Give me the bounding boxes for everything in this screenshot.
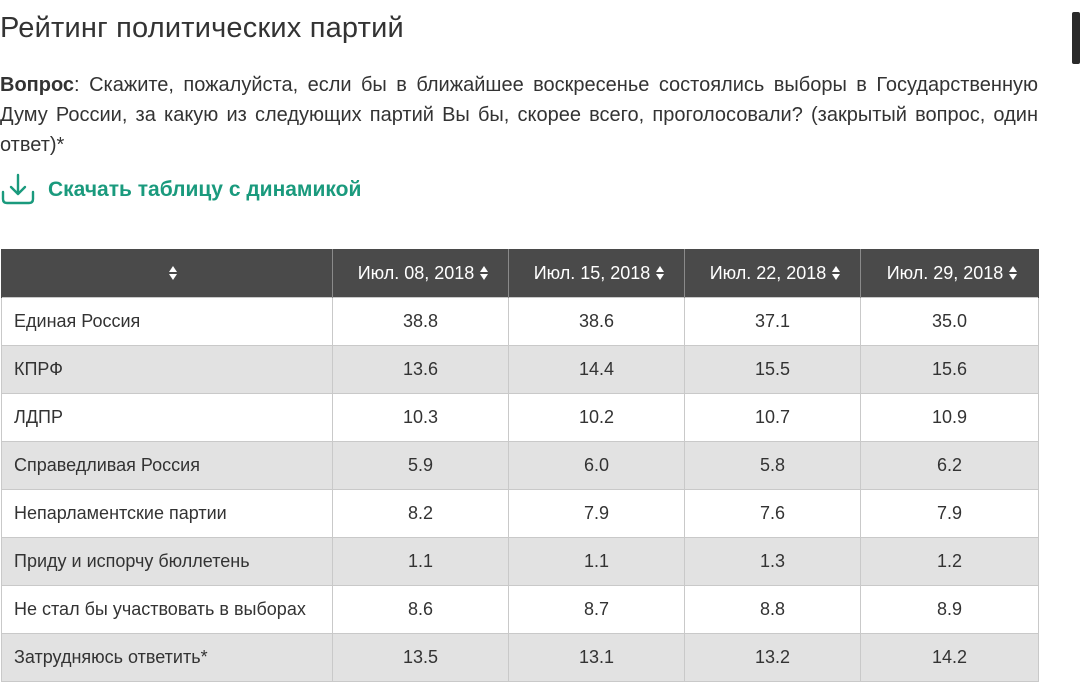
- value-cell: 14.2: [860, 633, 1039, 682]
- question-text-block: Вопрос: Скажите, пожалуйста, если бы в б…: [0, 70, 1038, 160]
- party-name-cell: ЛДПР: [1, 393, 333, 442]
- table-row: ЛДПР 10.3 10.2 10.7 10.9: [1, 393, 1039, 442]
- table-header-row: Июл. 08, 2018 Июл. 15, 2018 Июл. 22, 201…: [1, 249, 1039, 298]
- table-row: Затрудняюсь ответить* 13.5 13.1 13.2 14.…: [1, 633, 1039, 682]
- value-cell: 7.6: [684, 489, 861, 538]
- sort-icon: [832, 265, 841, 280]
- table-row: Приду и испорчу бюллетень 1.1 1.1 1.3 1.…: [1, 537, 1039, 586]
- download-link-label: Скачать таблицу с динамикой: [48, 178, 362, 201]
- column-header-date[interactable]: Июл. 15, 2018: [508, 249, 685, 298]
- party-name-cell: Справедливая Россия: [1, 441, 333, 490]
- scrollbar-thumb[interactable]: [1072, 12, 1080, 64]
- value-cell: 14.4: [508, 345, 685, 394]
- value-cell: 8.7: [508, 585, 685, 634]
- table-row: Справедливая Россия 5.9 6.0 5.8 6.2: [1, 441, 1039, 490]
- value-cell: 7.9: [508, 489, 685, 538]
- party-name-cell: Непарламентские партии: [1, 489, 333, 538]
- sort-icon: [1009, 265, 1018, 280]
- download-table-link[interactable]: Скачать таблицу с динамикой: [0, 172, 361, 208]
- value-cell: 10.3: [332, 393, 509, 442]
- table-row: Не стал бы участвовать в выборах 8.6 8.7…: [1, 585, 1039, 634]
- value-cell: 8.2: [332, 489, 509, 538]
- value-cell: 37.1: [684, 297, 861, 346]
- value-cell: 1.1: [332, 537, 509, 586]
- value-cell: 1.1: [508, 537, 685, 586]
- party-name-cell: Приду и испорчу бюллетень: [1, 537, 333, 586]
- value-cell: 7.9: [860, 489, 1039, 538]
- value-cell: 13.1: [508, 633, 685, 682]
- value-cell: 13.6: [332, 345, 509, 394]
- value-cell: 10.7: [684, 393, 861, 442]
- column-header-date[interactable]: Июл. 29, 2018: [860, 249, 1039, 298]
- question-label: Вопрос: [0, 74, 75, 96]
- value-cell: 6.2: [860, 441, 1039, 490]
- table-row: Единая Россия 38.8 38.6 37.1 35.0: [1, 297, 1039, 346]
- question-body: Скажите, пожалуйста, если бы в ближайшее…: [0, 74, 1038, 156]
- value-cell: 8.6: [332, 585, 509, 634]
- value-cell: 15.6: [860, 345, 1039, 394]
- value-cell: 13.2: [684, 633, 861, 682]
- value-cell: 8.8: [684, 585, 861, 634]
- page-title: Рейтинг политических партий: [0, 12, 404, 44]
- sort-icon: [480, 265, 489, 280]
- table-row: Непарламентские партии 8.2 7.9 7.6 7.9: [1, 489, 1039, 538]
- value-cell: 8.9: [860, 585, 1039, 634]
- sort-icon: [656, 265, 665, 280]
- column-header-date[interactable]: Июл. 22, 2018: [684, 249, 861, 298]
- value-cell: 38.6: [508, 297, 685, 346]
- ratings-table: Июл. 08, 2018 Июл. 15, 2018 Июл. 22, 201…: [1, 249, 1039, 682]
- download-icon: [1, 173, 35, 205]
- column-header-party[interactable]: [1, 249, 333, 298]
- value-cell: 15.5: [684, 345, 861, 394]
- party-name-cell: КПРФ: [1, 345, 333, 394]
- party-name-cell: Не стал бы участвовать в выборах: [1, 585, 333, 634]
- value-cell: 13.5: [332, 633, 509, 682]
- value-cell: 1.3: [684, 537, 861, 586]
- party-name-cell: Единая Россия: [1, 297, 333, 346]
- column-header-date[interactable]: Июл. 08, 2018: [332, 249, 509, 298]
- value-cell: 5.8: [684, 441, 861, 490]
- value-cell: 10.2: [508, 393, 685, 442]
- value-cell: 38.8: [332, 297, 509, 346]
- value-cell: 5.9: [332, 441, 509, 490]
- value-cell: 10.9: [860, 393, 1039, 442]
- sort-icon: [168, 265, 178, 280]
- party-name-cell: Затрудняюсь ответить*: [1, 633, 333, 682]
- value-cell: 6.0: [508, 441, 685, 490]
- value-cell: 1.2: [860, 537, 1039, 586]
- table-row: КПРФ 13.6 14.4 15.5 15.6: [1, 345, 1039, 394]
- question-separator: :: [74, 74, 90, 96]
- value-cell: 35.0: [860, 297, 1039, 346]
